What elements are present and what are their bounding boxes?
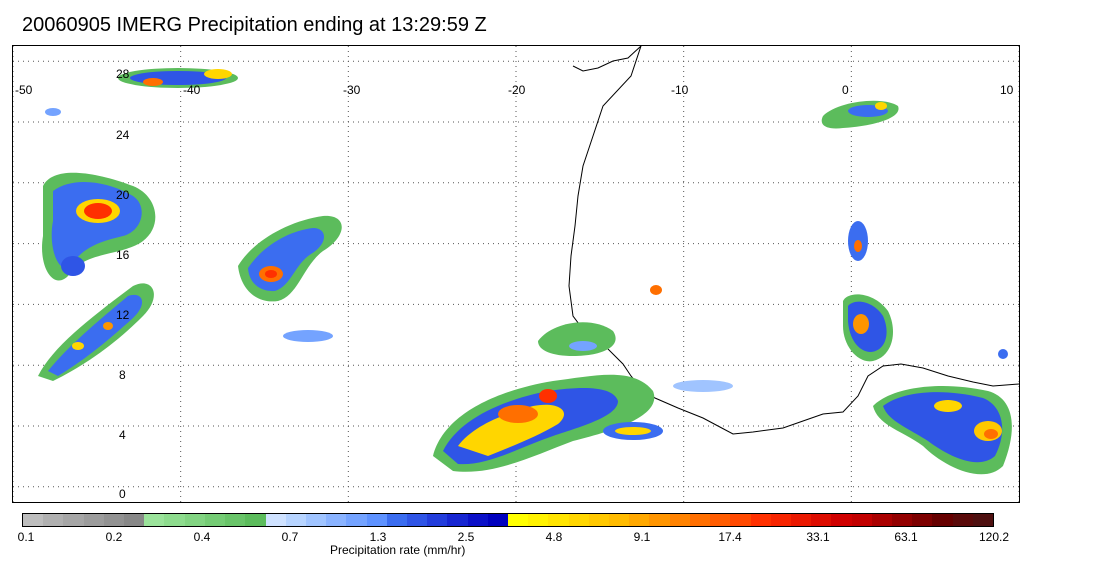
colorbar-swatch: [204, 514, 226, 526]
lon-label: 10: [1000, 83, 1014, 97]
lat-label: 12: [116, 308, 130, 322]
colorbar-swatch: [649, 514, 671, 526]
colorbar-swatch: [891, 514, 913, 526]
colorbar-swatch: [447, 514, 469, 526]
map-canvas: [13, 46, 1019, 502]
colorbar-swatch: [245, 514, 266, 526]
colorbar-swatch: [326, 514, 347, 526]
page-title: 20060905 IMERG Precipitation ending at 1…: [22, 14, 487, 36]
colorbar-swatch: [548, 514, 570, 526]
colorbar-swatch: [427, 514, 448, 526]
colorbar-swatch: [124, 514, 145, 526]
colorbar-swatch: [83, 514, 105, 526]
colorbar-tick-label: 1.3: [369, 530, 387, 544]
colorbar-tick-label: 0.2: [105, 530, 123, 544]
colorbar-swatch: [386, 514, 408, 526]
lon-label: -10: [671, 83, 689, 97]
colorbar-tick-label: 17.4: [718, 530, 742, 544]
lat-label: 4: [119, 428, 126, 442]
colorbar-swatch: [23, 514, 44, 526]
colorbar-tick-label: 4.8: [545, 530, 563, 544]
colorbar-swatch: [851, 514, 873, 526]
lat-label: 20: [116, 188, 130, 202]
colorbar-tick-label: 9.1: [633, 530, 651, 544]
colorbar-tick-label: 2.5: [457, 530, 475, 544]
lon-label: -50: [15, 83, 33, 97]
colorbar-swatch: [912, 514, 933, 526]
lat-label: 24: [116, 128, 130, 142]
colorbar-swatch: [285, 514, 307, 526]
colorbar-tick-label: 33.1: [806, 530, 830, 544]
colorbar-swatch: [932, 514, 954, 526]
colorbar-tick-label: 120.2: [978, 530, 1010, 544]
colorbar-swatch: [406, 514, 428, 526]
colorbar-swatch: [225, 514, 246, 526]
colorbar-tick-label: 0.7: [281, 530, 299, 544]
colorbar-swatch: [144, 514, 165, 526]
colorbar-swatch: [508, 514, 529, 526]
colorbar-swatch: [972, 514, 994, 526]
lat-label: 0: [119, 487, 126, 501]
lat-label: 16: [116, 248, 130, 262]
precipitation-map: -50 -40 -30 -20 -10 0 10 28 24 20 16 12 …: [12, 45, 1020, 503]
colorbar: [22, 513, 994, 527]
lat-label: 8: [119, 368, 126, 382]
colorbar-swatch: [487, 514, 509, 526]
colorbar-swatch: [831, 514, 853, 526]
lon-label: -20: [508, 83, 526, 97]
colorbar-swatch: [305, 514, 327, 526]
colorbar-title: Precipitation rate (mm/hr): [330, 543, 466, 557]
lat-label: 28: [116, 67, 130, 81]
colorbar-swatch: [63, 514, 85, 526]
colorbar-swatch: [588, 514, 610, 526]
colorbar-tick-label: 63.1: [894, 530, 918, 544]
colorbar-swatch: [750, 514, 772, 526]
colorbar-swatch: [568, 514, 590, 526]
colorbar-swatch: [629, 514, 650, 526]
colorbar-swatch: [669, 514, 691, 526]
colorbar-swatch: [467, 514, 489, 526]
colorbar-swatch: [609, 514, 630, 526]
colorbar-tick-label: 0.1: [17, 530, 35, 544]
coastline-west-africa: [568, 46, 1019, 435]
colorbar-swatch: [689, 514, 711, 526]
precipitation-field: [38, 68, 1012, 475]
coastline-northwest: [572, 46, 642, 72]
colorbar-tick-label: 0.4: [193, 530, 211, 544]
colorbar-swatch: [103, 514, 125, 526]
colorbar-swatch: [184, 514, 206, 526]
colorbar-swatch: [366, 514, 388, 526]
colorbar-swatch: [952, 514, 974, 526]
colorbar-swatch: [710, 514, 731, 526]
colorbar-swatch: [164, 514, 186, 526]
colorbar-swatch: [43, 514, 64, 526]
colorbar-swatch: [811, 514, 832, 526]
colorbar-swatch: [790, 514, 812, 526]
colorbar-swatch: [730, 514, 751, 526]
colorbar-swatch: [528, 514, 549, 526]
colorbar-swatch: [770, 514, 792, 526]
lon-label: -40: [183, 83, 201, 97]
lon-label: -30: [343, 83, 361, 97]
lon-label: 0: [842, 83, 849, 97]
colorbar-swatch: [871, 514, 893, 526]
colorbar-swatch: [346, 514, 368, 526]
colorbar-swatch: [265, 514, 287, 526]
